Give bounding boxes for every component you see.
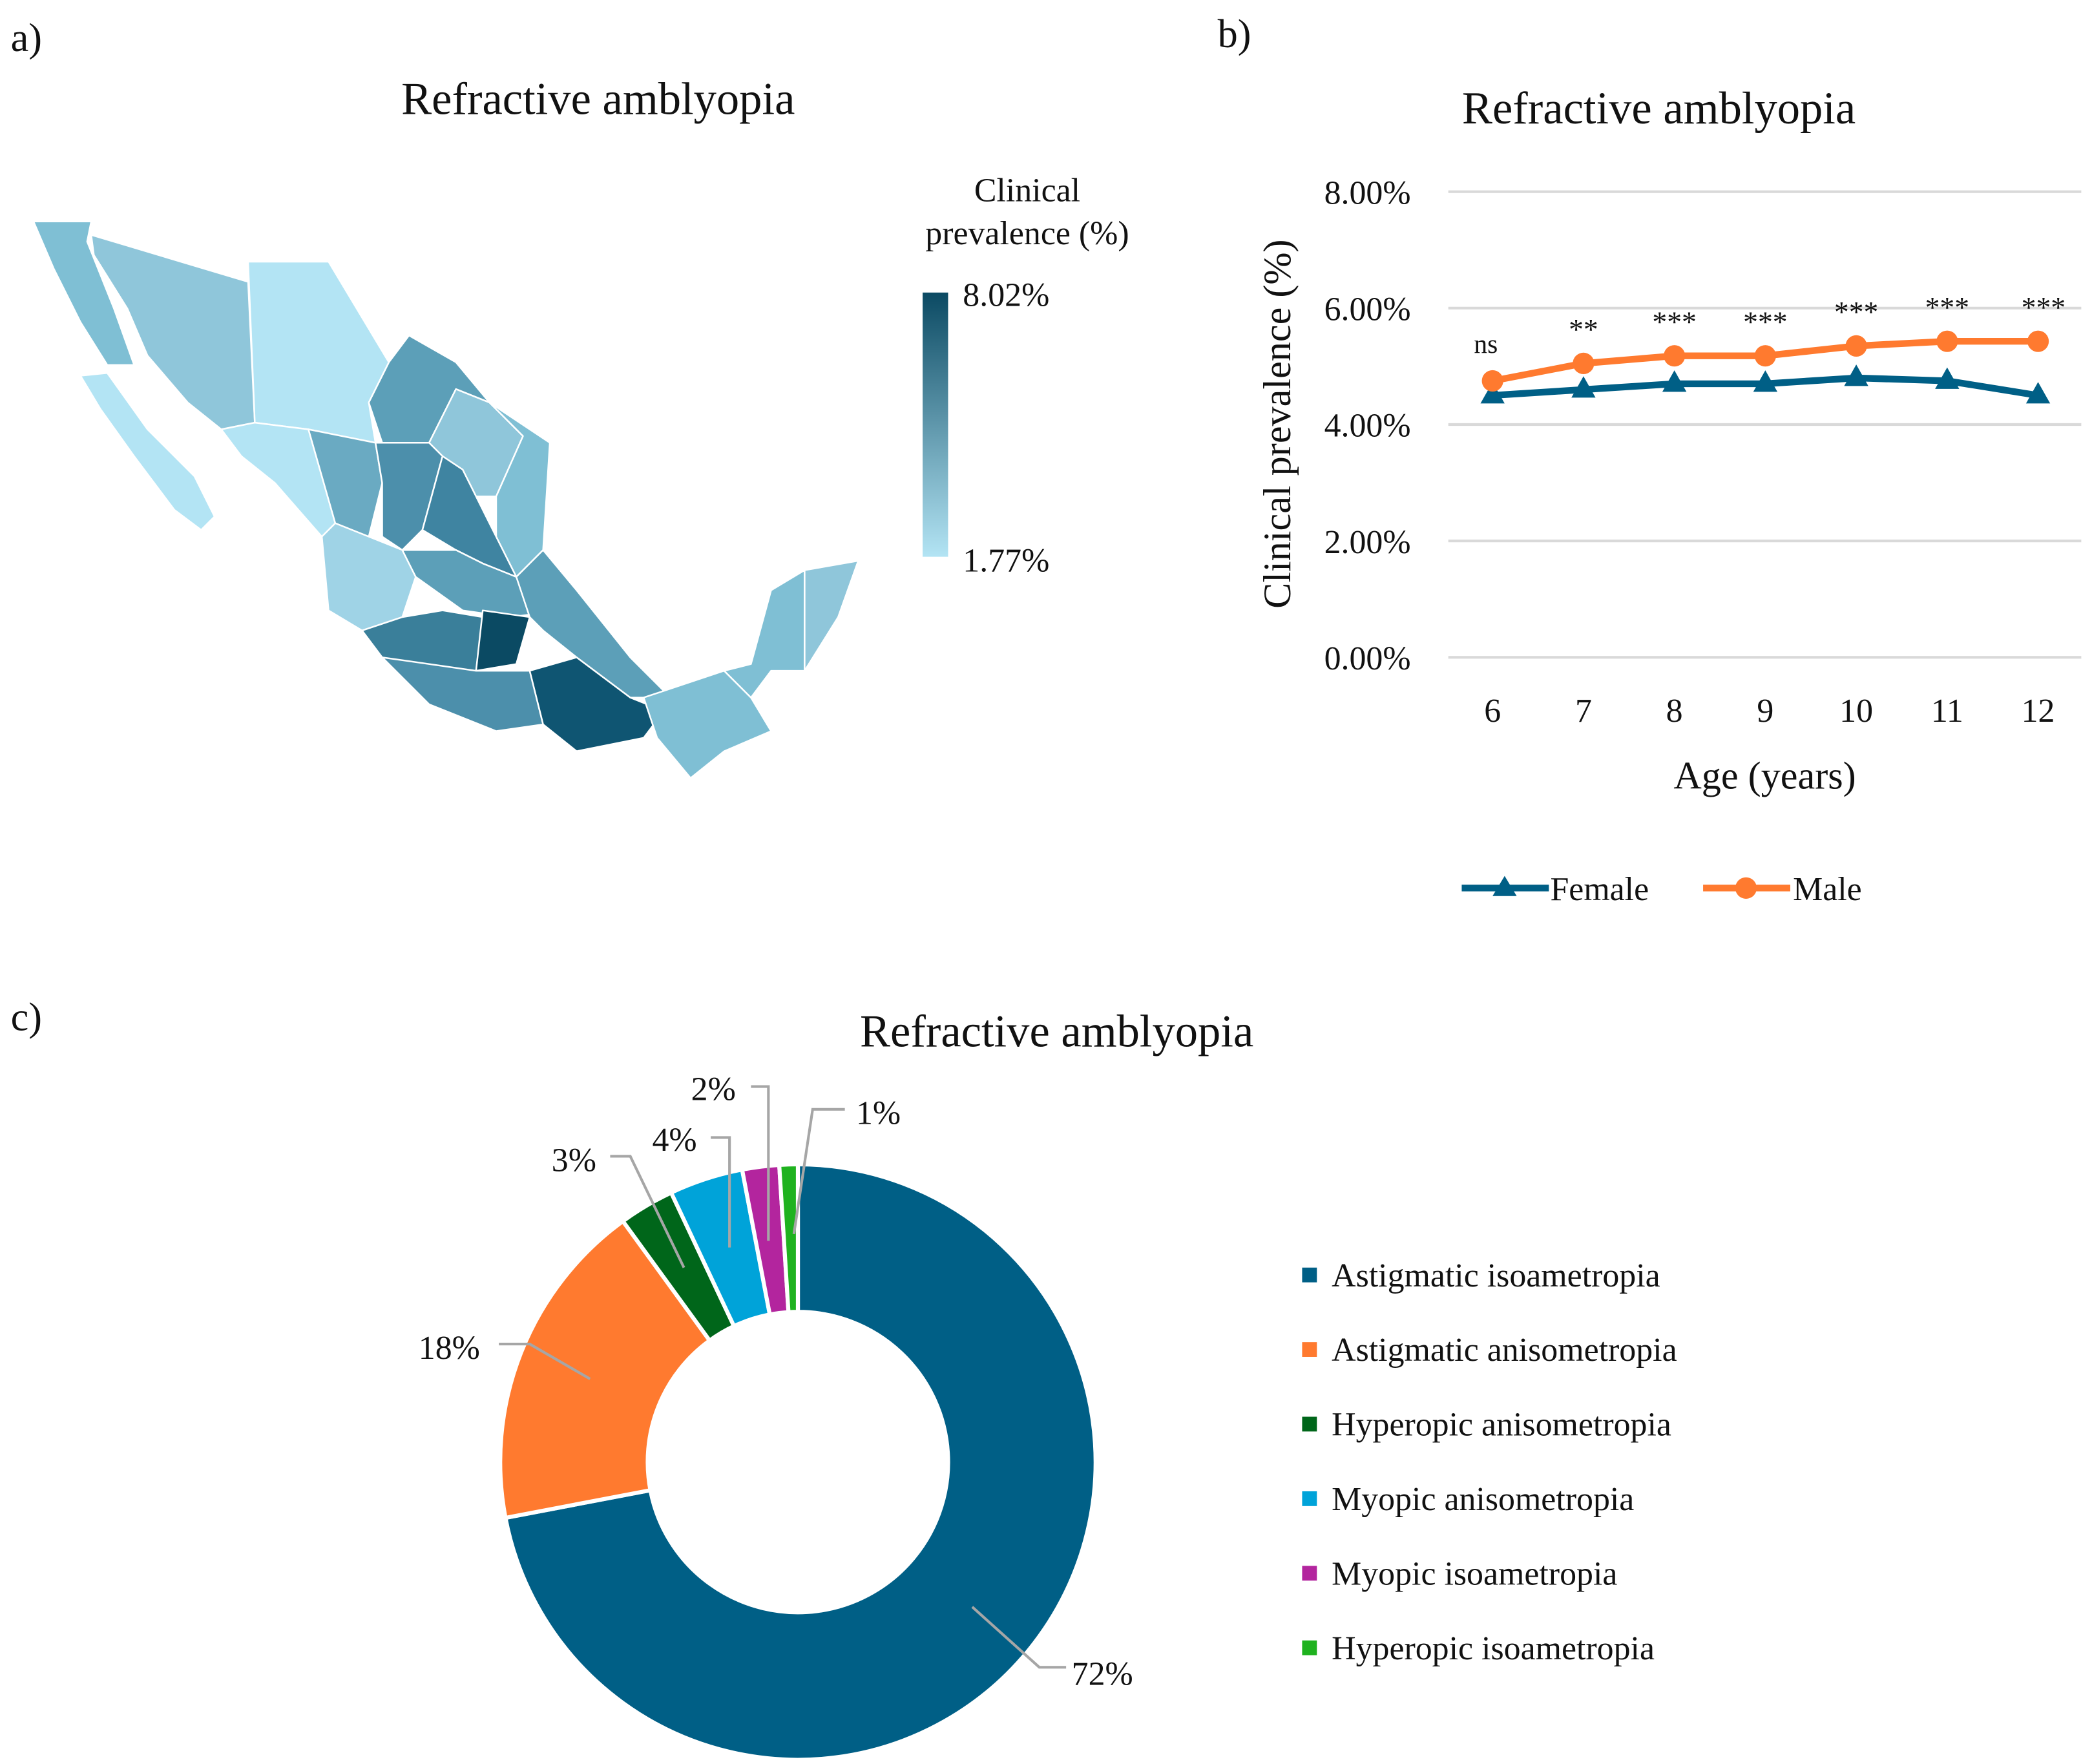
legend-entry: Myopic anisometropia xyxy=(1332,1481,1634,1518)
x-tick-label: 8 xyxy=(1666,693,1683,730)
choropleth-map: Refractive amblyopia Clinical prevalence… xyxy=(32,74,1129,779)
slice-data-label: 3% xyxy=(552,1142,596,1179)
legend-swatch xyxy=(1302,1416,1317,1432)
x-tick-label: 11 xyxy=(1931,693,1963,730)
map-legend-min: 1.77% xyxy=(963,542,1049,579)
donut-slice xyxy=(503,1162,1098,1762)
donut-chart: Refractive amblyopia 72% 18% 3% 4% 2% 1% Asti… xyxy=(419,1006,1677,1762)
legend-female: Female xyxy=(1550,871,1649,908)
significance-annotation: *** xyxy=(1743,305,1787,338)
map-state-region xyxy=(804,560,859,672)
panel-label-b: b) xyxy=(1218,12,1251,56)
legend-swatch xyxy=(1302,1491,1317,1506)
legend-triangle-marker xyxy=(1492,876,1517,896)
significance-annotation: ** xyxy=(1569,313,1598,346)
data-point-female xyxy=(2025,382,2051,404)
legend-entry: Myopic isoametropia xyxy=(1332,1555,1617,1592)
map-legend-title-1: Clinical xyxy=(974,173,1080,209)
data-point-female xyxy=(1662,370,1687,392)
legend-swatch xyxy=(1302,1342,1317,1357)
significance-annotation: *** xyxy=(1834,295,1878,328)
line-chart-title: Refractive amblyopia xyxy=(1462,83,1856,134)
donut-slice xyxy=(777,1162,800,1315)
significance-annotation: ns xyxy=(1474,329,1498,359)
data-point-female xyxy=(1753,370,1778,392)
y-tick-label: 0.00% xyxy=(1324,640,1411,677)
data-point-female xyxy=(1844,364,1868,386)
y-tick-label: 6.00% xyxy=(1324,291,1411,328)
data-point-male xyxy=(1664,345,1686,367)
data-point-female xyxy=(1480,382,1505,404)
y-tick-label: 4.00% xyxy=(1324,408,1411,445)
map-state-region xyxy=(374,441,444,551)
map-state-region xyxy=(669,569,806,698)
slice-data-label: 4% xyxy=(652,1122,696,1159)
map-state-region xyxy=(32,220,135,366)
data-point-male xyxy=(1936,330,1958,352)
x-axis-label: Age (years) xyxy=(1673,755,1856,798)
legend-circle-marker xyxy=(1735,877,1757,899)
significance-annotation: *** xyxy=(1652,305,1696,338)
legend-swatch xyxy=(1302,1640,1317,1655)
donut-title: Refractive amblyopia xyxy=(860,1006,1253,1056)
y-tick-label: 2.00% xyxy=(1324,524,1411,561)
legend-male: Male xyxy=(1793,871,1862,908)
data-point-male xyxy=(1845,335,1867,357)
leader-line xyxy=(971,1606,1067,1669)
data-point-male xyxy=(1754,345,1776,367)
x-tick-label: 10 xyxy=(1839,693,1873,730)
map-title: Refractive amblyopia xyxy=(401,74,795,125)
x-tick-label: 12 xyxy=(2022,693,2055,730)
leader-line xyxy=(610,1155,685,1268)
leader-line xyxy=(711,1136,731,1248)
significance-annotation: *** xyxy=(1925,291,1969,324)
data-point-male xyxy=(1573,352,1595,375)
legend-entry: Astigmatic isoametropia xyxy=(1332,1257,1660,1294)
map-state-region xyxy=(381,656,544,732)
slice-data-label: 18% xyxy=(419,1330,480,1367)
legend-entry: Hyperopic anisometropia xyxy=(1332,1407,1671,1444)
leader-line xyxy=(499,1342,591,1380)
legend-entry: Astigmatic anisometropia xyxy=(1332,1332,1677,1369)
x-tick-label: 7 xyxy=(1575,693,1592,730)
map-state-region xyxy=(475,609,531,672)
legend-entry: Hyperopic isoametropia xyxy=(1332,1630,1655,1667)
legend-swatch xyxy=(1302,1566,1317,1581)
x-tick-label: 9 xyxy=(1757,693,1773,730)
panel-label-a: a) xyxy=(11,16,42,60)
map-colorbar xyxy=(923,292,948,557)
data-point-female xyxy=(1935,367,1960,389)
donut-slice xyxy=(498,1218,713,1520)
leader-line xyxy=(792,1108,845,1235)
y-tick-label: 8.00% xyxy=(1324,174,1411,211)
line-legend: Female Male xyxy=(1461,871,1862,908)
line-chart: Refractive amblyopia Clinical prevalence… xyxy=(1256,83,2082,908)
legend-swatch xyxy=(1302,1267,1317,1283)
map-state-region xyxy=(79,372,216,531)
slice-data-label: 1% xyxy=(856,1095,901,1132)
panel-label-c: c) xyxy=(11,995,42,1039)
data-point-male xyxy=(2027,330,2049,352)
leader-line xyxy=(751,1085,770,1241)
x-tick-label: 6 xyxy=(1484,693,1501,730)
y-axis-label: Clinical prevalence (%) xyxy=(1256,239,1299,609)
data-point-female xyxy=(1571,376,1596,398)
slice-data-label: 2% xyxy=(691,1071,736,1108)
slice-data-label: 72% xyxy=(1072,1655,1133,1692)
data-point-male xyxy=(1481,370,1503,392)
map-legend-title-2: prevalence (%) xyxy=(925,215,1129,252)
map-state-region xyxy=(247,260,390,444)
significance-annotation: *** xyxy=(2022,291,2066,324)
map-legend-max: 8.02% xyxy=(963,277,1049,314)
map-state-region xyxy=(308,428,383,538)
